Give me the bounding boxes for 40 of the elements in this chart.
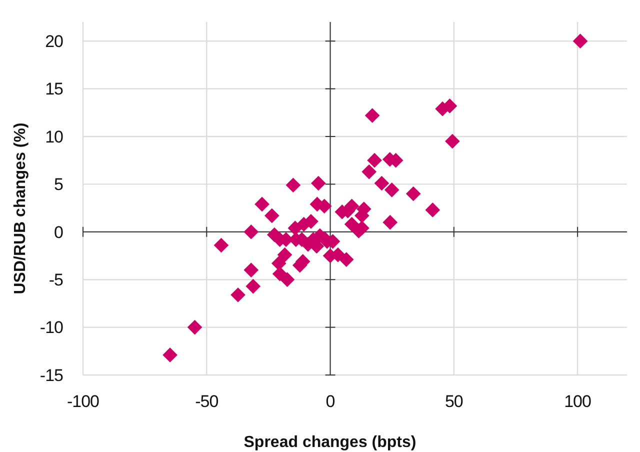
point [310,176,326,191]
point [367,152,382,168]
y-tick-label: -10 [40,318,64,338]
y-tick-label: 10 [45,127,64,146]
y-tick-label: -5 [48,270,64,290]
point [280,272,295,288]
point [425,202,440,218]
point [187,320,202,335]
point [246,278,261,294]
point [254,196,270,212]
y-axis-title: USD/RUB changes (%) [12,122,29,294]
x-tick-label: 50 [444,392,463,411]
point [162,348,178,362]
point [384,182,400,198]
point [286,178,301,193]
point [230,287,246,302]
y-tick-label: 0 [54,222,64,242]
x-tick-label: -100 [66,392,100,411]
point [572,34,588,48]
x-tick-label: -50 [195,392,218,411]
x-tick-label: 0 [326,392,335,411]
point [264,208,280,224]
point [445,134,460,149]
point [382,214,398,230]
point [338,252,354,267]
point [244,262,259,278]
point [214,238,229,253]
point [271,256,286,271]
x-axis-title: Spread changes (bpts) [244,434,416,451]
y-tick-label: 5 [54,175,64,194]
point [362,164,377,180]
point [374,176,390,191]
point [244,224,259,240]
y-tick-label: 15 [45,80,64,99]
y-tick-label: -15 [40,366,64,385]
point [364,108,380,123]
y-tick-label: 20 [45,32,64,52]
point [277,247,292,262]
point [406,186,421,202]
x-tick-label: 100 [564,392,592,411]
